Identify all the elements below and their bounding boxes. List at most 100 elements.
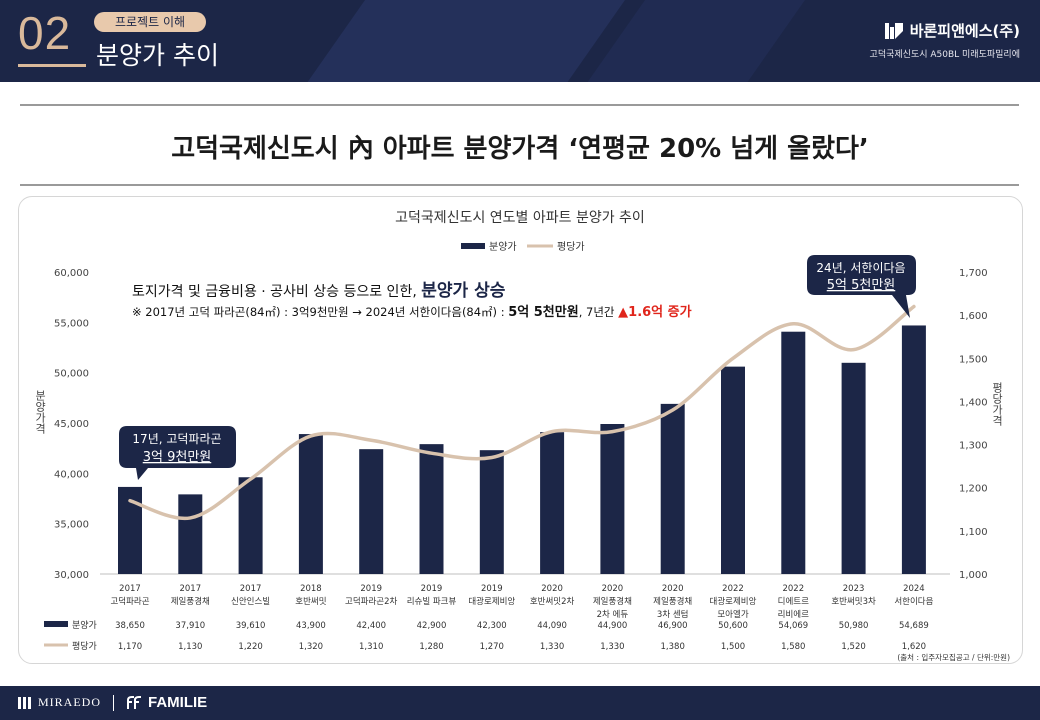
y-tick-right: 1,200: [959, 484, 988, 495]
legend-label-line: 평당가: [557, 241, 585, 253]
table-cell-bar: 54,689: [899, 621, 929, 631]
page-footer: MIRAEDO FAMILIE: [0, 686, 1040, 720]
table-cell-line: 1,170: [118, 642, 142, 652]
x-tick-label: 2019: [421, 584, 443, 594]
x-tick-label: 호반써밋: [295, 596, 326, 607]
table-cell-bar: 44,900: [598, 621, 628, 631]
y-axis-left-ticks: 30,000 35,000 40,000 45,000 50,000 55,000 60,0…: [54, 268, 89, 581]
x-tick-label: 2020: [602, 584, 624, 594]
y-tick-right: 1,500: [959, 354, 988, 365]
table-row-bar-values: 38,650 37,910 39,610 43,900 42,400 42,900 42,3…: [115, 621, 929, 631]
x-tick-label: 대광로제비앙: [710, 596, 757, 607]
table-cell-line: 1,330: [600, 642, 624, 652]
x-tick-label: 제일풍경채: [171, 596, 210, 607]
y-tick-left: 35,000: [54, 520, 89, 531]
x-tick-label: 서한이다음: [894, 596, 933, 607]
bar-series: [118, 325, 926, 574]
annotation-line1-emphasis: 분양가 상승: [421, 281, 505, 301]
y-tick-right: 1,700: [959, 268, 988, 279]
table-cell-bar: 43,900: [296, 621, 326, 631]
brand-subtitle: 고덕국제신도시 A50BL 미래도파밀리에: [869, 50, 1020, 60]
table-cell-line: 1,220: [238, 642, 262, 652]
x-tick-label: 2017: [240, 584, 262, 594]
line-series: [128, 304, 916, 521]
page-header: 02 프로젝트 이해 분양가 추이 바론피앤에스(주) 고덕국제신도시 A50B…: [0, 0, 1040, 82]
bar: [901, 325, 926, 574]
x-tick-label: 2022: [782, 584, 804, 594]
x-axis-labels: 2017 고덕파라곤 2017 제일풍경채 2017 신안인스빌 2018 호반써밋 2019 고…: [110, 584, 933, 620]
y-tick-right: 1,000: [959, 570, 988, 581]
annotation-line2: ※ 2017년 고덕 파라곤(84㎡) : 3억9천만원 → 2024년 서한이…: [132, 304, 692, 320]
table-row-label-bar: 분양가: [72, 620, 97, 631]
x-tick-label: 2024: [903, 584, 925, 594]
x-tick-label: 2차 에듀: [597, 610, 629, 620]
y-tick-right: 1,400: [959, 397, 988, 408]
x-tick-label: 2023: [843, 584, 865, 594]
x-tick-label: 고덕파라곤: [110, 596, 149, 607]
bar: [479, 450, 504, 574]
annotation-line2-red: ▲1.6억 증가: [618, 305, 691, 320]
x-tick-label: 2018: [300, 584, 322, 594]
x-tick-label: 3차 센텀: [657, 609, 689, 620]
y-axis-right-ticks: 1,000 1,100 1,200 1,300 1,400 1,500 1,600 1,700: [959, 268, 988, 581]
table-cell-bar: 42,400: [356, 621, 386, 631]
x-tick-label: 디에트르: [778, 597, 809, 607]
y-tick-right: 1,100: [959, 527, 988, 538]
table-cell-bar: 54,069: [778, 621, 808, 631]
x-tick-label: 2020: [541, 584, 563, 594]
bar: [781, 331, 806, 574]
callout-2017-line1: 17년, 고덕파라곤: [132, 432, 221, 446]
footer-logo: MIRAEDO FAMILIE: [18, 694, 207, 711]
table-cell-line: 1,310: [359, 642, 383, 652]
callout-2024-line1: 24년, 서한이다음: [816, 261, 905, 275]
bar: [841, 362, 866, 574]
y-tick-left: 45,000: [54, 419, 89, 430]
table-cell-line: 1,500: [721, 642, 745, 652]
y-axis-left-label: 분양가격: [34, 390, 47, 434]
section-pill: 프로젝트 이해: [94, 12, 206, 32]
bar: [419, 444, 444, 574]
y-tick-left: 30,000: [54, 570, 89, 581]
annotation-line2-mid: , 7년간: [579, 305, 618, 319]
chart-title: 고덕국제신도시 연도별 아파트 분양가 추이: [395, 210, 645, 226]
callout-2024: 24년, 서한이다음 5억 5천만원: [807, 255, 916, 318]
annotation-line2-prefix: ※ 2017년 고덕 파라곤(84㎡) : 3억9천만원 → 2024년 서한이…: [132, 305, 508, 319]
footer-brand-miraedo: MIRAEDO: [38, 695, 101, 709]
table-cell-bar: 50,980: [839, 621, 869, 631]
table-cell-bar: 50,600: [718, 621, 748, 631]
footer-separator: [113, 694, 114, 711]
y-axis-right-label: 평당가격: [991, 382, 1004, 426]
table-cell-bar: 37,910: [175, 621, 205, 631]
x-tick-label: 호반써밋2차: [530, 596, 575, 607]
y-tick-left: 40,000: [54, 469, 89, 480]
table-cell-line: 1,580: [781, 642, 805, 652]
annotation-line2-bold: 5억 5천만원: [508, 304, 578, 320]
bar: [298, 434, 323, 574]
table-cell-bar: 42,900: [417, 621, 447, 631]
callout-2024-line2: 5억 5천만원: [827, 278, 896, 293]
x-tick-label: 호반써밋3차: [831, 596, 876, 607]
x-tick-label: 2017: [119, 584, 141, 594]
section-title: 분양가 추이: [96, 41, 219, 70]
y-tick-right: 1,600: [959, 311, 988, 322]
bar: [721, 366, 745, 574]
table-cell-line: 1,620: [902, 642, 926, 652]
section-underline: [18, 64, 86, 67]
bar: [600, 424, 625, 574]
x-tick-label: 2017: [179, 584, 201, 594]
brand-name: 바론피앤에스(주): [909, 22, 1020, 40]
x-tick-label: 모아엘가: [717, 609, 748, 620]
x-tick-label: 고덕파라곤2차: [345, 596, 398, 607]
footer-brand-familie: FAMILIE: [148, 694, 208, 711]
divider: [20, 184, 1019, 186]
y-tick-left: 50,000: [54, 369, 89, 380]
table-cell-bar: 42,300: [477, 621, 507, 631]
x-tick-label: 2020: [662, 584, 684, 594]
x-tick-label: 제일풍경채: [593, 596, 632, 607]
brand-logo-icon: [884, 22, 903, 39]
section-number: 02: [18, 7, 72, 59]
table-cell-line: 1,270: [480, 642, 504, 652]
x-tick-label: 2019: [360, 584, 382, 594]
x-tick-label: 제일풍경채: [653, 596, 692, 607]
headline: 고덕국제신도시 內 아파트 분양가격 ‘연평균 20% 넘게 올랐다’: [171, 134, 869, 164]
